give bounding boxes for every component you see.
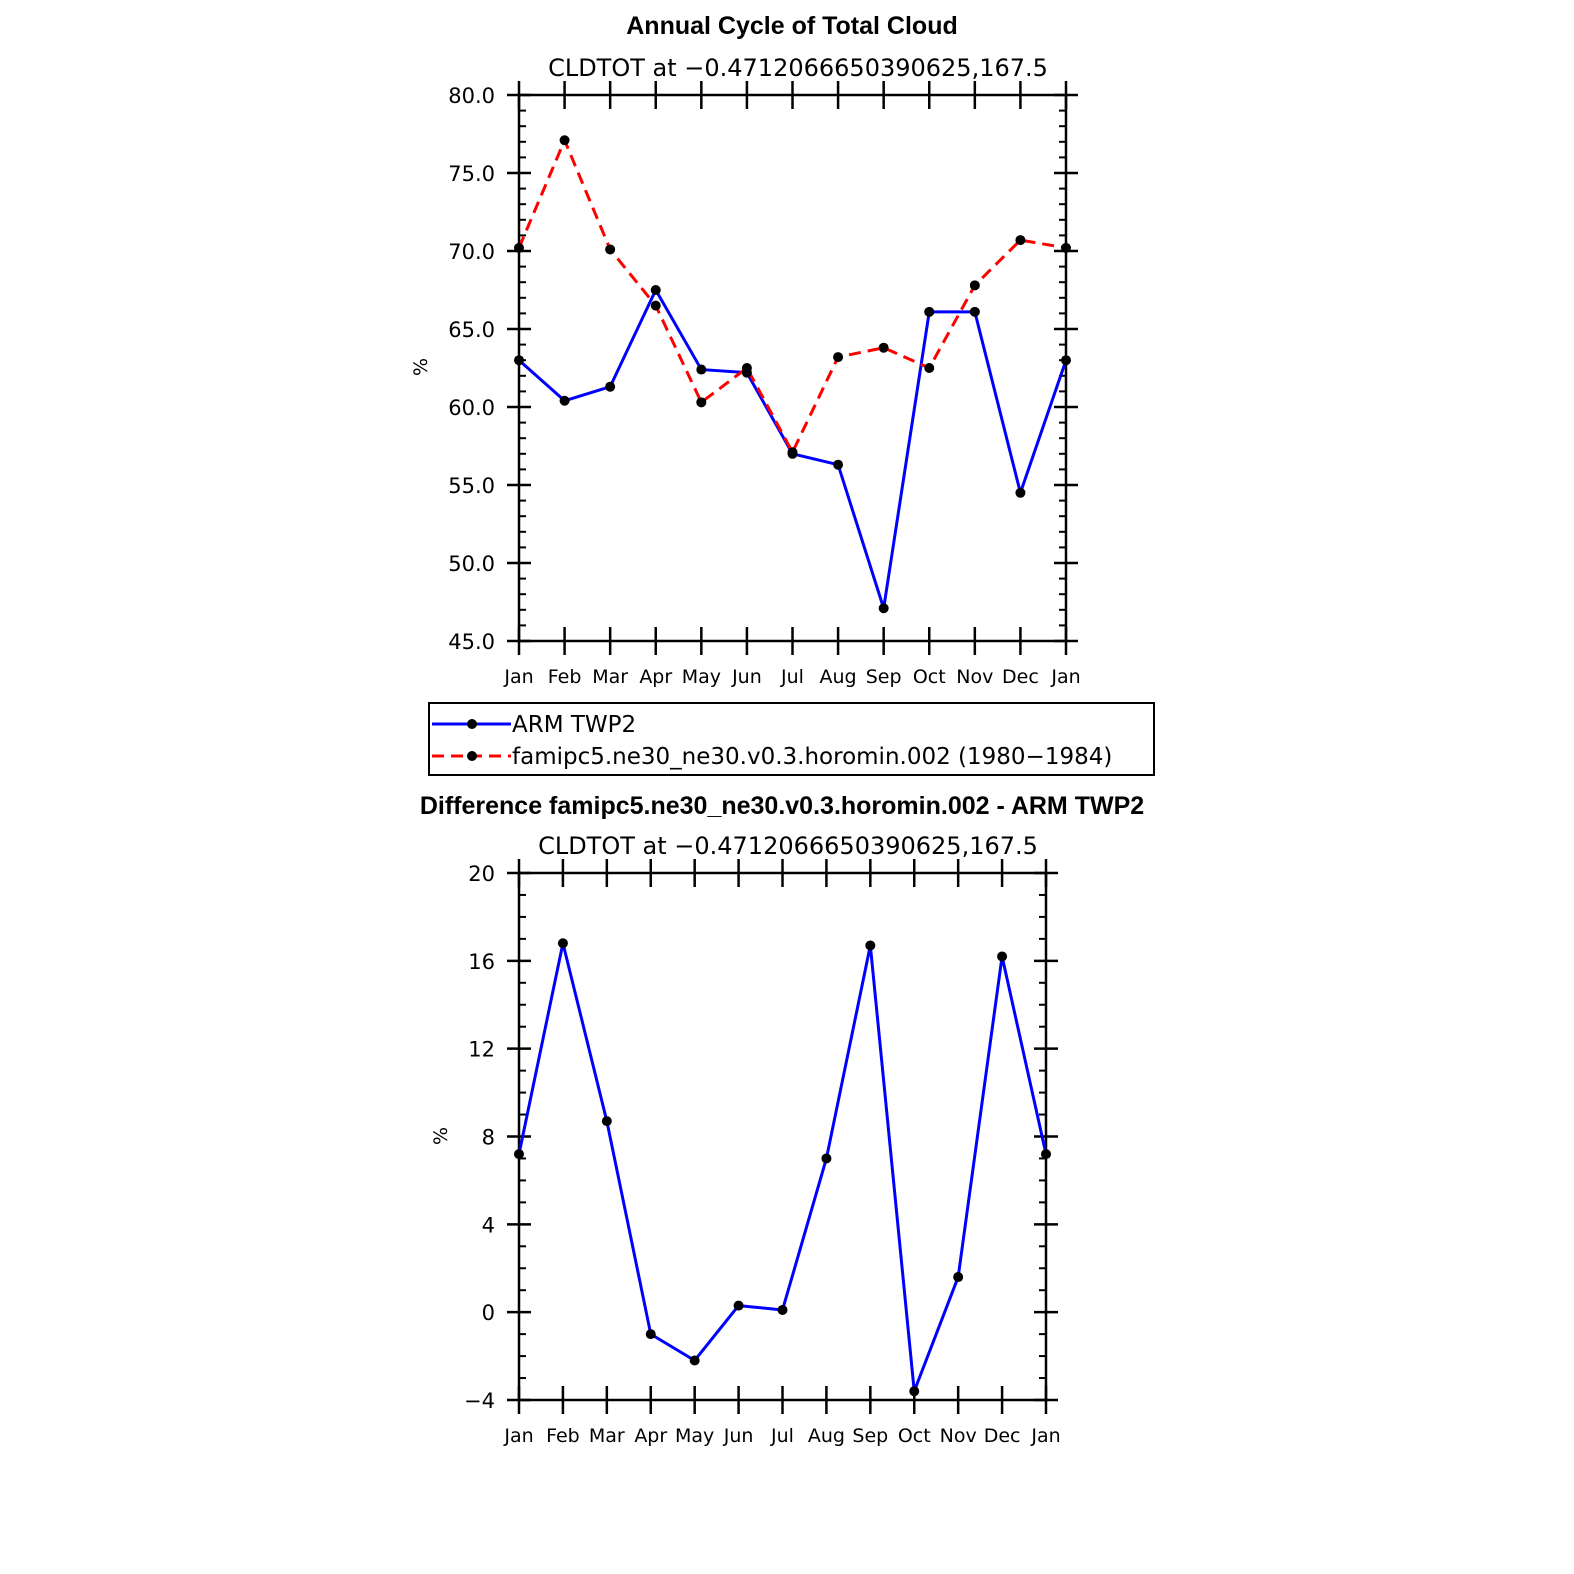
series-0-point bbox=[924, 306, 935, 317]
x-tick-label: Mar bbox=[592, 666, 628, 688]
legend-marker-model bbox=[467, 751, 477, 761]
chart-subtitle: CLDTOT at −0.4712066650390625,167.5 bbox=[548, 54, 1048, 82]
y-tick-label: 50.0 bbox=[448, 552, 495, 576]
x-tick-label: Jul bbox=[770, 1425, 794, 1447]
series-line-1 bbox=[517, 138, 1067, 454]
y-axis-label: % bbox=[410, 358, 432, 376]
series-0-point bbox=[969, 306, 980, 317]
series-0-point bbox=[696, 364, 707, 375]
series-0-point bbox=[909, 1386, 920, 1397]
y-tick-label: 12 bbox=[468, 1038, 495, 1062]
plot-area-bottom: Jan Feb Mar Apr May Jun Jul Aug Sep Oct Nov Dec Jan−… bbox=[464, 859, 1061, 1447]
series-0-point bbox=[514, 1149, 524, 1160]
legend-label-arm: ARM TWP2 bbox=[512, 712, 636, 738]
y-tick-label: 20 bbox=[468, 862, 495, 886]
series-0-point bbox=[733, 1300, 744, 1311]
x-tick-label: Dec bbox=[1002, 666, 1039, 688]
series-0-point bbox=[833, 459, 844, 470]
chart-subtitle: CLDTOT at −0.4712066650390625,167.5 bbox=[538, 832, 1038, 860]
series-0-point bbox=[689, 1355, 700, 1366]
y-tick-label: 80.0 bbox=[448, 84, 495, 108]
series-0-point bbox=[605, 381, 616, 392]
x-tick-label: Aug bbox=[808, 1425, 845, 1447]
x-tick-label: Jan bbox=[503, 666, 533, 688]
series-0-point bbox=[997, 951, 1008, 962]
legend-label-model: famipc5.ne30_ne30.v0.3.horomin.002 (1980… bbox=[512, 744, 1112, 770]
chart-title: Difference famipc5.ne30_ne30.v0.3.horomi… bbox=[420, 792, 1144, 820]
y-tick-label: 70.0 bbox=[448, 240, 495, 264]
x-tick-label: Jan bbox=[1050, 666, 1080, 688]
x-tick-label: May bbox=[682, 666, 721, 688]
series-1-point bbox=[650, 300, 661, 311]
series-1-point bbox=[741, 363, 752, 373]
y-tick-label: 0 bbox=[482, 1301, 495, 1325]
x-tick-label: Oct bbox=[898, 1425, 931, 1447]
x-tick-label: Jul bbox=[780, 666, 804, 688]
x-tick-label: Nov bbox=[940, 1425, 977, 1447]
series-0-point bbox=[1041, 1149, 1051, 1160]
x-tick-label: Jun bbox=[731, 666, 762, 688]
series-1-point bbox=[878, 342, 889, 353]
series-1-point bbox=[605, 244, 616, 255]
series-1-point bbox=[924, 363, 935, 373]
series-0-point bbox=[1015, 487, 1026, 498]
series-0-point bbox=[953, 1272, 964, 1283]
series-0-point bbox=[1061, 355, 1071, 366]
y-tick-label: 75.0 bbox=[448, 162, 495, 186]
x-tick-label: Apr bbox=[639, 666, 672, 688]
series-0-point bbox=[650, 285, 661, 295]
x-tick-label: Oct bbox=[913, 666, 946, 688]
chart-title: Annual Cycle of Total Cloud bbox=[626, 12, 957, 40]
y-tick-label: 16 bbox=[468, 950, 495, 974]
x-tick-label: Feb bbox=[546, 1425, 580, 1447]
y-tick-label: 45.0 bbox=[448, 630, 495, 654]
series-1-point bbox=[1061, 242, 1071, 253]
y-tick-label: 60.0 bbox=[448, 396, 495, 420]
series-0-point bbox=[865, 940, 876, 951]
plot-frame bbox=[517, 93, 1068, 643]
x-tick-label: Dec bbox=[984, 1425, 1021, 1447]
x-tick-label: Jan bbox=[503, 1425, 533, 1447]
y-tick-label: 65.0 bbox=[448, 318, 495, 342]
series-line-0 bbox=[517, 941, 1048, 1393]
legend: ARM TWP2 famipc5.ne30_ne30.v0.3.horomin.… bbox=[428, 702, 1155, 776]
x-tick-label: May bbox=[675, 1425, 714, 1447]
y-tick-label: 8 bbox=[482, 1126, 495, 1150]
plot-area-top: Jan Feb Mar Apr May Jun Jul Aug Sep Oct Nov Dec Jan 4… bbox=[448, 81, 1081, 688]
y-tick-label: 4 bbox=[482, 1213, 495, 1237]
series-1-point bbox=[1015, 235, 1026, 246]
series-0-point bbox=[821, 1153, 832, 1164]
x-tick-label: Apr bbox=[634, 1425, 667, 1447]
series-0-point bbox=[557, 938, 568, 949]
y-tick-label: 55.0 bbox=[448, 474, 495, 498]
x-tick-label: Aug bbox=[820, 666, 857, 688]
series-0-point bbox=[559, 395, 570, 406]
series-0-point bbox=[878, 603, 889, 614]
x-tick-label: Jun bbox=[723, 1425, 754, 1447]
x-tick-label: Feb bbox=[548, 666, 582, 688]
series-0-point bbox=[601, 1116, 612, 1127]
series-0-point bbox=[514, 355, 524, 366]
legend-box bbox=[428, 702, 1155, 776]
plot-frame bbox=[517, 871, 1048, 1402]
series-0-point bbox=[645, 1329, 656, 1340]
series-0-point bbox=[777, 1304, 788, 1315]
series-1-point bbox=[514, 242, 524, 253]
x-tick-label: Jan bbox=[1030, 1425, 1060, 1447]
series-1-point bbox=[787, 447, 798, 458]
x-tick-label: Sep bbox=[866, 666, 902, 688]
legend-marker-arm bbox=[467, 719, 477, 729]
series-1-point bbox=[833, 352, 844, 363]
series-1-point bbox=[696, 397, 707, 408]
x-tick-label: Mar bbox=[589, 1425, 625, 1447]
series-1-point bbox=[559, 135, 570, 146]
x-tick-label: Nov bbox=[956, 666, 993, 688]
y-axis-label: % bbox=[430, 1127, 452, 1145]
series-1-point bbox=[969, 280, 980, 291]
x-tick-label: Sep bbox=[852, 1425, 888, 1447]
y-tick-label: −4 bbox=[464, 1389, 495, 1413]
